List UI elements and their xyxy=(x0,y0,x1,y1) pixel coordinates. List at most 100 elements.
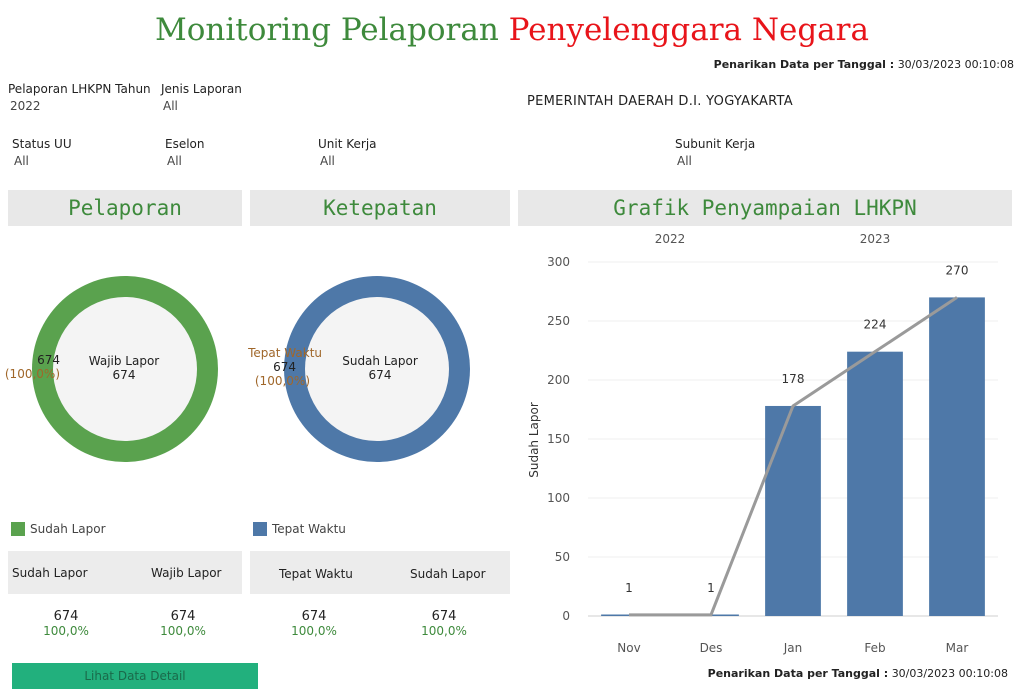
ketepatan-summary-pct2: 100,0% xyxy=(421,624,467,638)
filter-subunit-kerja-value[interactable]: All xyxy=(677,154,692,168)
chart-trend-polyline xyxy=(629,296,958,617)
data-timestamp: Penarikan Data per Tanggal : 30/03/2023 … xyxy=(714,58,1014,71)
chart-x-tick-label: Feb xyxy=(864,641,885,655)
chart-y-tick-label: 300 xyxy=(547,255,570,269)
chart-y-tick-label: 0 xyxy=(562,609,570,623)
pelaporan-summary-cell1: 674 100,0% xyxy=(26,609,106,638)
filter-tahun-value[interactable]: 2022 xyxy=(10,99,41,113)
ketepatan-summary-cell1: 674 100,0% xyxy=(274,609,354,638)
ketepatan-summary-col1: Tepat Waktu xyxy=(279,567,353,581)
ketepatan-donut-hole xyxy=(305,297,449,441)
chart-x-tick-label: Jan xyxy=(783,641,803,655)
timestamp-label: Penarikan Data per Tanggal : xyxy=(713,58,895,71)
chart-x-tick-label: Des xyxy=(700,641,723,655)
filter-unit-kerja-label: Unit Kerja xyxy=(318,137,377,151)
page-title: Monitoring Pelaporan Penyelenggara Negar… xyxy=(0,12,1024,48)
pelaporan-summary-col1: Sudah Lapor xyxy=(12,566,88,580)
filter-subunit-kerja[interactable]: Subunit Kerja All xyxy=(675,137,755,168)
chart-y-tick-label: 250 xyxy=(547,314,570,328)
chart-trend-line xyxy=(629,296,958,617)
pelaporan-center-value: 674 xyxy=(112,368,136,382)
ketepatan-summary-cell2: 674 100,0% xyxy=(404,609,484,638)
chart-data-label: 178 xyxy=(782,372,805,386)
ketepatan-side-pct: (100,0%) xyxy=(254,374,310,388)
chart-y-tick-label: 150 xyxy=(547,432,570,446)
ketepatan-center: Sudah Lapor 674 xyxy=(320,354,440,382)
filter-eselon[interactable]: Eselon All xyxy=(165,137,205,168)
footer-timestamp-label: Penarikan Data per Tanggal : xyxy=(707,667,889,680)
chart-x-tick-label: Nov xyxy=(617,641,640,655)
filter-eselon-label: Eselon xyxy=(165,137,205,151)
pelaporan-summary-pct2: 100,0% xyxy=(160,624,206,638)
chart-data-label: 224 xyxy=(864,318,887,332)
filter-unit-kerja-value[interactable]: All xyxy=(320,154,335,168)
title-red: Penyelenggara Negara xyxy=(508,12,869,48)
ketepatan-summary-col2: Sudah Lapor xyxy=(410,567,486,581)
ketepatan-side-title: Tepat Waktu xyxy=(248,346,322,360)
pelaporan-summary-col2: Wajib Lapor xyxy=(151,566,222,580)
filter-jenis-label: Jenis Laporan xyxy=(161,82,242,96)
pelaporan-donut[interactable] xyxy=(30,274,220,464)
chart-data-labels: 1 1 178 224 270 xyxy=(625,263,968,594)
chart-bar[interactable] xyxy=(847,351,903,616)
filter-tahun[interactable]: Pelaporan LHKPN Tahun 2022 xyxy=(8,82,151,113)
footer-timestamp-value: 30/03/2023 00:10:08 xyxy=(891,667,1008,680)
lihat-data-detail-button[interactable]: Lihat Data Detail xyxy=(12,663,258,689)
chart-x-ticks: Nov Des Jan Feb Mar xyxy=(617,641,968,655)
pelaporan-summary-val1: 674 xyxy=(53,609,79,624)
pelaporan-heading: Pelaporan xyxy=(8,190,242,226)
chart-data-label: 1 xyxy=(707,581,715,595)
ketepatan-side-label: Tepat Waktu 674 (100,0%) xyxy=(246,346,322,388)
chart-y-tick-label: 100 xyxy=(547,491,570,505)
pelaporan-legend-label: Sudah Lapor xyxy=(30,522,106,536)
pelaporan-donut-hole xyxy=(53,297,197,441)
chart-data-label: 270 xyxy=(946,263,969,277)
ketepatan-side-value: 674 xyxy=(273,360,296,374)
ketepatan-summary-val2: 674 xyxy=(431,609,457,624)
chart-y-tick-label: 50 xyxy=(555,550,570,564)
pelaporan-center-label: Wajib Lapor xyxy=(88,354,160,368)
chart-y-ticks: 0 50 100 150 200 250 300 xyxy=(547,255,570,623)
chart-bar[interactable] xyxy=(929,297,985,616)
filter-jenis-value[interactable]: All xyxy=(163,99,178,113)
ketepatan-legend-label: Tepat Waktu xyxy=(272,522,346,536)
pelaporan-legend-swatch xyxy=(11,522,25,536)
ketepatan-summary-val1: 674 xyxy=(301,609,327,624)
pelaporan-side-pct: (100,0%) xyxy=(4,367,60,381)
chart-y-tick-label: 200 xyxy=(547,373,570,387)
filter-status-uu[interactable]: Status UU All xyxy=(12,137,72,168)
filter-jenis[interactable]: Jenis Laporan All xyxy=(161,82,242,113)
ketepatan-heading: Ketepatan xyxy=(250,190,510,226)
chart-year-label: 2022 xyxy=(655,232,686,246)
filter-unit-kerja[interactable]: Unit Kerja All xyxy=(318,137,377,168)
pelaporan-center: Wajib Lapor 674 xyxy=(64,354,184,382)
filter-tahun-label: Pelaporan LHKPN Tahun xyxy=(8,82,151,96)
pelaporan-side-value: 674 xyxy=(37,353,60,367)
pelaporan-summary-header: Sudah Lapor Wajib Lapor xyxy=(8,551,242,594)
chart-x-tick-label: Mar xyxy=(946,641,969,655)
pelaporan-summary-val2: 674 xyxy=(170,609,196,624)
ketepatan-summary-pct1: 100,0% xyxy=(291,624,337,638)
chart-year-groups: 2022 2023 xyxy=(655,232,891,246)
grafik-heading: Grafik Penyampaian LHKPN xyxy=(518,190,1012,226)
ketepatan-summary-header: Tepat Waktu Sudah Lapor xyxy=(250,551,510,594)
chart-bars[interactable] xyxy=(601,297,985,616)
ketepatan-donut[interactable] xyxy=(282,274,472,464)
chart-bar[interactable] xyxy=(765,405,821,616)
pelaporan-side-label: 674 (100,0%) xyxy=(4,353,60,381)
timestamp-value: 30/03/2023 00:10:08 xyxy=(897,58,1014,71)
ketepatan-center-label: Sudah Lapor xyxy=(342,354,418,368)
ketepatan-legend-swatch xyxy=(253,522,267,536)
chart-year-label: 2023 xyxy=(860,232,891,246)
pelaporan-summary-pct1: 100,0% xyxy=(43,624,89,638)
filter-eselon-value[interactable]: All xyxy=(167,154,182,168)
instansi-name: PEMERINTAH DAERAH D.I. YOGYAKARTA xyxy=(527,94,793,109)
filter-status-uu-label: Status UU xyxy=(12,137,72,151)
title-green: Monitoring Pelaporan xyxy=(155,12,499,48)
footer-timestamp: Penarikan Data per Tanggal : 30/03/2023 … xyxy=(708,667,1008,680)
chart-y-axis-label: Sudah Lapor xyxy=(527,402,541,478)
filter-status-uu-value[interactable]: All xyxy=(14,154,29,168)
filter-subunit-kerja-label: Subunit Kerja xyxy=(675,137,756,151)
ketepatan-center-value: 674 xyxy=(368,368,392,382)
